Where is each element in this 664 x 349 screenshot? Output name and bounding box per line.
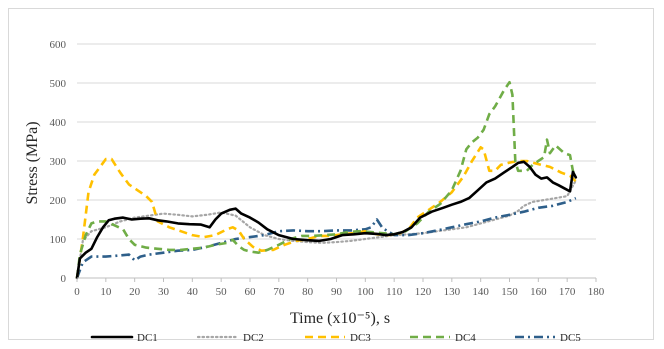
y-tick-label: 0: [61, 273, 67, 285]
series-line-dc5: [75, 196, 577, 279]
x-tick-label: 170: [559, 286, 576, 298]
y-tick-label: 200: [50, 195, 67, 207]
x-tick-label: 140: [472, 286, 489, 298]
tick-labels: 0 100 200 300 400 500 600 0 10 20 30 40 50 60 70 80 90 10…: [50, 39, 605, 298]
series-line-dc1: [75, 160, 578, 280]
x-tick-label: 10: [100, 286, 112, 298]
x-tick-label: 70: [273, 286, 285, 298]
x-tick-label: 120: [415, 286, 432, 298]
x-tick-label: 130: [444, 286, 461, 298]
legend-label-dc1: DC1: [137, 332, 158, 344]
x-tick-label: 180: [588, 286, 605, 298]
x-tick-label: 50: [216, 286, 228, 298]
x-tick-label: 150: [501, 286, 518, 298]
y-tick-label: 600: [50, 39, 67, 51]
y-tick-label: 400: [50, 117, 67, 129]
x-tick-label: 40: [187, 286, 199, 298]
legend-label-dc4: DC4: [455, 332, 476, 344]
x-axis-title: Time (x10⁻⁵), s: [290, 310, 390, 327]
x-tick-label: 160: [530, 286, 547, 298]
y-tick-label: 100: [50, 234, 67, 246]
legend: DC1 DC2 DC3 DC4 DC5: [90, 332, 581, 344]
legend-label-dc2: DC2: [243, 332, 264, 344]
x-tick-label: 0: [74, 286, 80, 298]
series-line-dc2: [75, 179, 577, 280]
gridlines: [77, 43, 596, 240]
x-tick-label: 100: [357, 286, 374, 298]
x-tick-label: 80: [302, 286, 314, 298]
y-axis-title: Stress (MPa): [24, 121, 41, 204]
x-tick-label: 20: [129, 286, 141, 298]
chart-frame: [8, 8, 654, 340]
legend-label-dc3: DC3: [350, 332, 371, 344]
legend-label-dc5: DC5: [560, 332, 581, 344]
x-tick-label: 30: [158, 286, 170, 298]
series-line-dc4: [75, 80, 577, 279]
y-tick-label: 300: [50, 156, 67, 168]
y-tick-label: 500: [50, 78, 67, 90]
x-tick-label: 110: [386, 286, 403, 298]
x-tick-label: 90: [331, 286, 343, 298]
axes: [76, 277, 597, 282]
series-lines: [75, 80, 578, 280]
x-tick-label: 60: [245, 286, 257, 298]
series-line-dc3: [75, 146, 577, 279]
